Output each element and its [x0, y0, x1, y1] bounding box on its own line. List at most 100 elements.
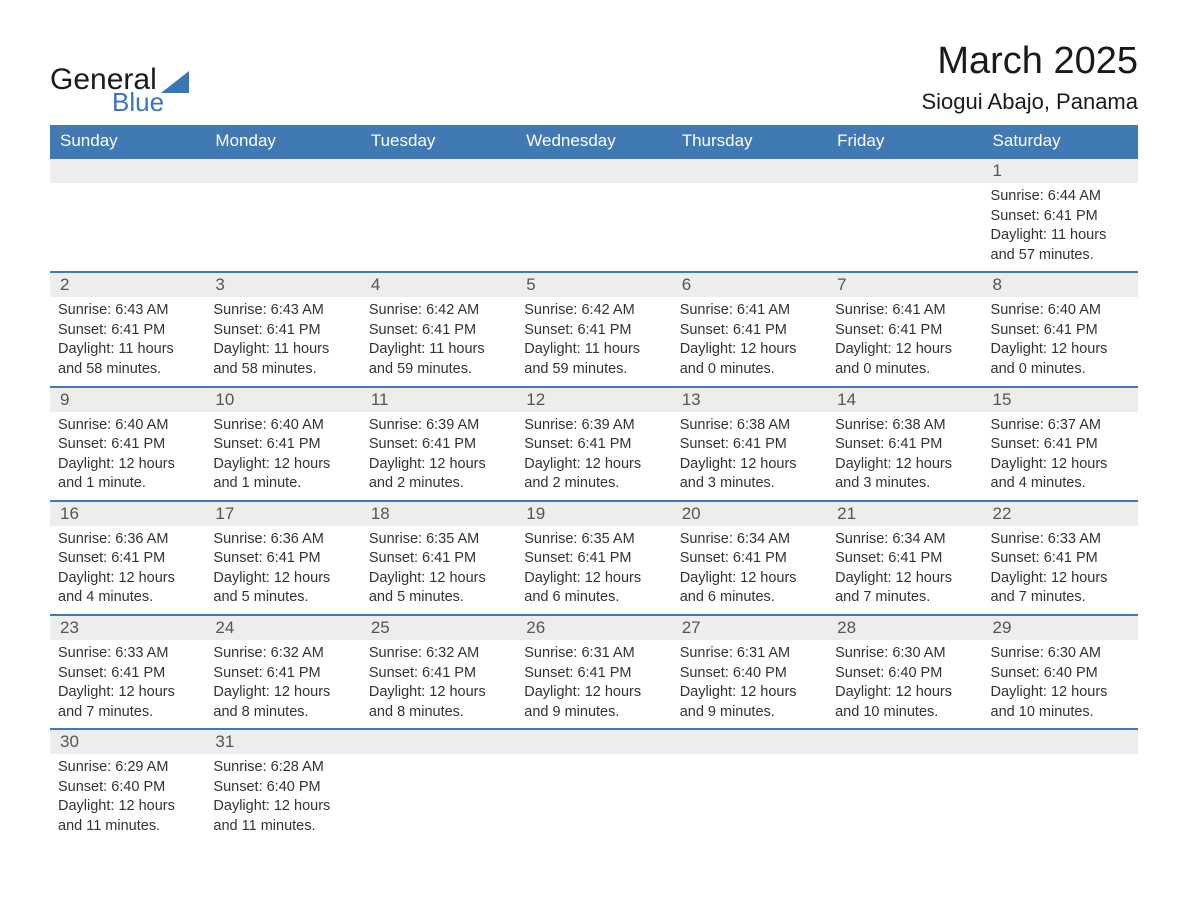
- day-number: 18: [361, 502, 516, 526]
- daylight-text: Daylight: 12 hours and 0 minutes.: [991, 340, 1130, 379]
- day-cell: Sunrise: 6:32 AMSunset: 6:41 PMDaylight:…: [361, 640, 516, 728]
- week: 16171819202122Sunrise: 6:36 AMSunset: 6:…: [50, 500, 1138, 614]
- dayname-row: SundayMondayTuesdayWednesdayThursdayFrid…: [50, 125, 1138, 157]
- day-cell: [983, 754, 1138, 842]
- day-number: [205, 159, 360, 183]
- daylight-text: Daylight: 11 hours and 57 minutes.: [991, 226, 1130, 265]
- day-cell: Sunrise: 6:39 AMSunset: 6:41 PMDaylight:…: [361, 412, 516, 500]
- day-number: 15: [983, 388, 1138, 412]
- daynum-row: 3031: [50, 730, 1138, 754]
- daylight-text: Daylight: 12 hours and 8 minutes.: [369, 683, 508, 722]
- day-cell: Sunrise: 6:35 AMSunset: 6:41 PMDaylight:…: [361, 526, 516, 614]
- day-cell: Sunrise: 6:30 AMSunset: 6:40 PMDaylight:…: [827, 640, 982, 728]
- sunset-text: Sunset: 6:41 PM: [524, 321, 663, 341]
- calendar: SundayMondayTuesdayWednesdayThursdayFrid…: [50, 125, 1138, 843]
- sunrise-text: Sunrise: 6:42 AM: [524, 301, 663, 321]
- day-cell: Sunrise: 6:33 AMSunset: 6:41 PMDaylight:…: [50, 640, 205, 728]
- day-cell: Sunrise: 6:37 AMSunset: 6:41 PMDaylight:…: [983, 412, 1138, 500]
- daynum-row: 23242526272829: [50, 616, 1138, 640]
- daynum-row: 1: [50, 159, 1138, 183]
- sunrise-text: Sunrise: 6:41 AM: [680, 301, 819, 321]
- day-cell: Sunrise: 6:44 AMSunset: 6:41 PMDaylight:…: [983, 183, 1138, 271]
- sunrise-text: Sunrise: 6:34 AM: [680, 530, 819, 550]
- day-number: 22: [983, 502, 1138, 526]
- sunset-text: Sunset: 6:41 PM: [524, 435, 663, 455]
- day-cell: Sunrise: 6:29 AMSunset: 6:40 PMDaylight:…: [50, 754, 205, 842]
- week: 3031 Sunrise: 6:29 AMSunset: 6:40 PMDayl…: [50, 728, 1138, 842]
- sunset-text: Sunset: 6:41 PM: [213, 321, 352, 341]
- sunrise-text: Sunrise: 6:33 AM: [991, 530, 1130, 550]
- sunset-text: Sunset: 6:41 PM: [213, 664, 352, 684]
- daylight-text: Daylight: 12 hours and 3 minutes.: [680, 455, 819, 494]
- day-cell: Sunrise: 6:40 AMSunset: 6:41 PMDaylight:…: [205, 412, 360, 500]
- sunset-text: Sunset: 6:41 PM: [835, 321, 974, 341]
- sunset-text: Sunset: 6:41 PM: [58, 435, 197, 455]
- day-number: 11: [361, 388, 516, 412]
- day-cell: [516, 754, 671, 842]
- sunset-text: Sunset: 6:41 PM: [369, 435, 508, 455]
- sunrise-text: Sunrise: 6:43 AM: [58, 301, 197, 321]
- daylight-text: Daylight: 12 hours and 2 minutes.: [524, 455, 663, 494]
- day-cell: [516, 183, 671, 271]
- daylight-text: Daylight: 12 hours and 4 minutes.: [58, 569, 197, 608]
- sunset-text: Sunset: 6:41 PM: [213, 435, 352, 455]
- day-number: 30: [50, 730, 205, 754]
- sunrise-text: Sunrise: 6:31 AM: [524, 644, 663, 664]
- day-cell: [50, 183, 205, 271]
- day-number: [827, 159, 982, 183]
- dayname: Sunday: [50, 125, 205, 157]
- sunset-text: Sunset: 6:41 PM: [58, 549, 197, 569]
- logo: General Blue: [50, 65, 189, 115]
- daynum-row: 2345678: [50, 273, 1138, 297]
- sunrise-text: Sunrise: 6:33 AM: [58, 644, 197, 664]
- day-number: 12: [516, 388, 671, 412]
- day-cell: Sunrise: 6:32 AMSunset: 6:41 PMDaylight:…: [205, 640, 360, 728]
- dayname: Wednesday: [516, 125, 671, 157]
- day-cell: Sunrise: 6:34 AMSunset: 6:41 PMDaylight:…: [827, 526, 982, 614]
- day-number: 26: [516, 616, 671, 640]
- day-cell: Sunrise: 6:42 AMSunset: 6:41 PMDaylight:…: [516, 297, 671, 385]
- daylight-text: Daylight: 11 hours and 59 minutes.: [524, 340, 663, 379]
- logo-word2: Blue: [112, 89, 189, 115]
- day-number: 29: [983, 616, 1138, 640]
- location: Siogui Abajo, Panama: [922, 89, 1139, 115]
- sunset-text: Sunset: 6:41 PM: [369, 549, 508, 569]
- day-number: 8: [983, 273, 1138, 297]
- day-cell: Sunrise: 6:28 AMSunset: 6:40 PMDaylight:…: [205, 754, 360, 842]
- sunset-text: Sunset: 6:41 PM: [524, 664, 663, 684]
- day-number: 24: [205, 616, 360, 640]
- day-number: 9: [50, 388, 205, 412]
- day-cell: [205, 183, 360, 271]
- sunrise-text: Sunrise: 6:38 AM: [680, 416, 819, 436]
- sunset-text: Sunset: 6:41 PM: [58, 321, 197, 341]
- sunrise-text: Sunrise: 6:28 AM: [213, 758, 352, 778]
- daytext-row: Sunrise: 6:44 AMSunset: 6:41 PMDaylight:…: [50, 183, 1138, 271]
- sunrise-text: Sunrise: 6:40 AM: [58, 416, 197, 436]
- day-number: [50, 159, 205, 183]
- daylight-text: Daylight: 12 hours and 4 minutes.: [991, 455, 1130, 494]
- daylight-text: Daylight: 12 hours and 9 minutes.: [524, 683, 663, 722]
- day-cell: [361, 183, 516, 271]
- daylight-text: Daylight: 11 hours and 59 minutes.: [369, 340, 508, 379]
- day-number: [983, 730, 1138, 754]
- sunset-text: Sunset: 6:40 PM: [213, 778, 352, 798]
- day-cell: [827, 183, 982, 271]
- daylight-text: Daylight: 12 hours and 7 minutes.: [835, 569, 974, 608]
- day-number: [361, 730, 516, 754]
- sunset-text: Sunset: 6:41 PM: [835, 549, 974, 569]
- day-number: 19: [516, 502, 671, 526]
- dayname: Saturday: [983, 125, 1138, 157]
- daylight-text: Daylight: 12 hours and 8 minutes.: [213, 683, 352, 722]
- daylight-text: Daylight: 11 hours and 58 minutes.: [58, 340, 197, 379]
- day-number: 5: [516, 273, 671, 297]
- sunrise-text: Sunrise: 6:35 AM: [369, 530, 508, 550]
- daytext-row: Sunrise: 6:33 AMSunset: 6:41 PMDaylight:…: [50, 640, 1138, 728]
- daytext-row: Sunrise: 6:36 AMSunset: 6:41 PMDaylight:…: [50, 526, 1138, 614]
- sunrise-text: Sunrise: 6:39 AM: [524, 416, 663, 436]
- sunset-text: Sunset: 6:41 PM: [58, 664, 197, 684]
- dayname: Tuesday: [361, 125, 516, 157]
- daylight-text: Daylight: 12 hours and 1 minute.: [213, 455, 352, 494]
- daylight-text: Daylight: 12 hours and 11 minutes.: [213, 797, 352, 836]
- day-number: 31: [205, 730, 360, 754]
- day-cell: Sunrise: 6:41 AMSunset: 6:41 PMDaylight:…: [672, 297, 827, 385]
